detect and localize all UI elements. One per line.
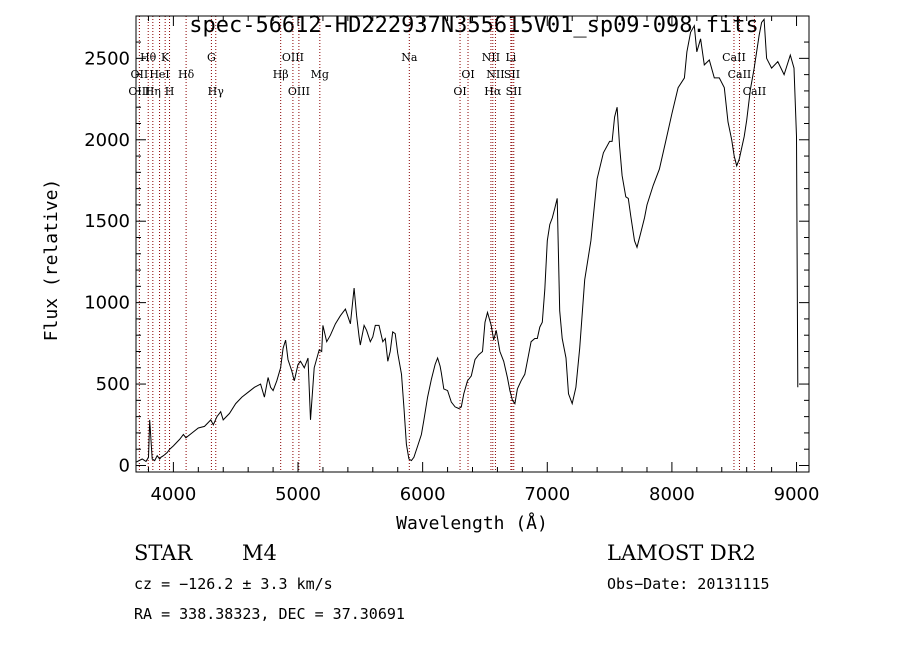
line-label: Hδ: [178, 68, 195, 81]
line-label: Na: [401, 51, 418, 64]
y-tick-label: 1500: [84, 211, 130, 232]
line-label: CaII: [722, 51, 746, 64]
x-axis-ticks: 4000 5000 6000 7000 8000 9000: [147, 16, 820, 505]
y-axis-label: Flux (relative): [41, 179, 62, 342]
object-class: STAR: [134, 541, 193, 565]
line-label: CaII: [728, 68, 752, 81]
coordinates: RA = 338.38323, DEC = 37.30691: [134, 605, 405, 623]
redshift-info: cz = −126.2 ± 3.3 km/s: [134, 575, 333, 593]
line-label: Hθ: [140, 51, 157, 64]
line-label: Hα: [484, 85, 502, 98]
y-tick-label: 2000: [84, 130, 130, 151]
line-label: SII: [504, 68, 520, 81]
line-label: HeI: [149, 68, 169, 81]
line-label: OI: [461, 68, 474, 81]
line-label: Hβ: [273, 68, 289, 81]
line-label: NII: [482, 51, 500, 64]
line-label: K: [161, 51, 170, 64]
line-label: Mg: [311, 68, 329, 81]
line-label: OIII: [282, 51, 304, 64]
spectral-line-markers: [138, 16, 755, 472]
x-axis-label: Wavelength (Å): [396, 512, 548, 534]
chart-title: spec-56612-HD222937N355615V01_sp09-098.f…: [189, 13, 759, 38]
x-tick-label: 6000: [400, 484, 446, 505]
line-label: H: [165, 85, 175, 98]
y-tick-label: 0: [119, 455, 130, 476]
spectrum-line: [135, 17, 799, 463]
line-label: G: [207, 51, 216, 64]
x-tick-label: 7000: [524, 484, 570, 505]
y-axis-ticks: 0 500 1000 1500 2000 2500: [84, 41, 809, 476]
line-label: CaII: [743, 85, 767, 98]
survey-name: LAMOST DR2: [607, 541, 756, 565]
y-tick-label: 2500: [84, 48, 130, 69]
line-label: Li: [505, 51, 516, 64]
line-label: OIII: [288, 85, 310, 98]
line-label: OI: [453, 85, 466, 98]
line-label: Hγ: [208, 85, 225, 98]
x-tick-label: 9000: [774, 484, 820, 505]
y-tick-label: 500: [96, 374, 130, 395]
plot-frame: [135, 15, 810, 473]
line-label: SII: [506, 85, 522, 98]
obs-date: Obs−Date: 20131115: [607, 575, 770, 593]
line-label: NII: [486, 68, 504, 81]
x-tick-label: 4000: [150, 484, 196, 505]
y-tick-label: 1000: [84, 293, 130, 314]
x-tick-label: 5000: [275, 484, 321, 505]
x-tick-label: 8000: [649, 484, 695, 505]
line-label: Hη: [145, 85, 161, 98]
line-label: OIII: [128, 85, 150, 98]
subclass: M4: [242, 541, 277, 565]
